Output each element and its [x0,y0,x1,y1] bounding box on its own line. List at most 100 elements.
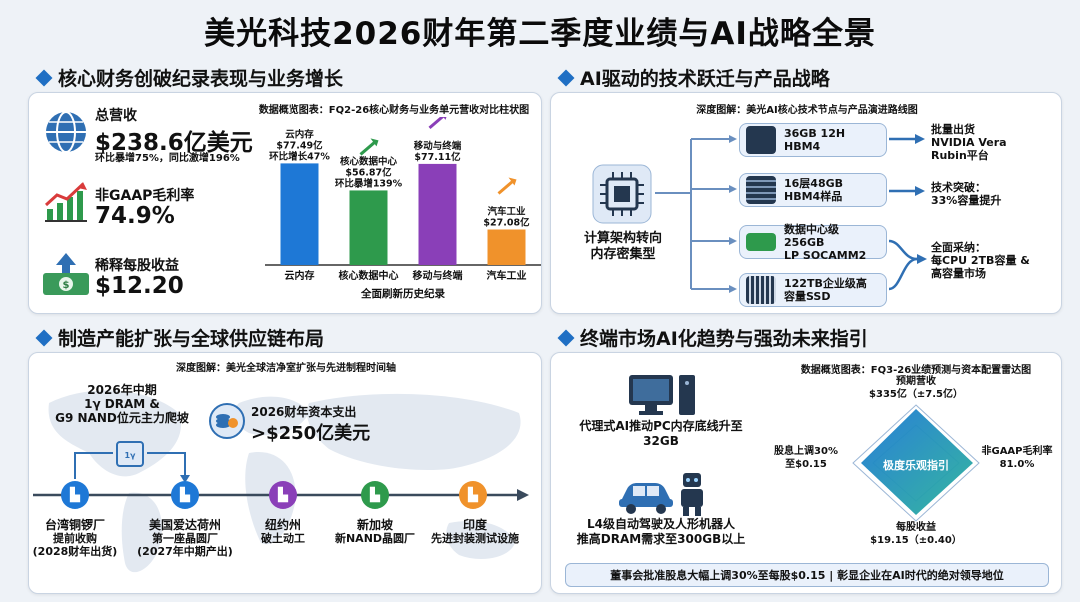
location-desc: 提前收购 (2028财年出货) [32,532,118,558]
category-label: 移动与终端 [413,269,463,282]
factory-icon: ▙ [459,481,487,509]
section-header-market: 终端市场AI化趋势与强劲未来指引 [557,324,868,351]
mid2026-milestone: 2026年中期 1γ DRAM & G9 NAND位元主力爬坡 [55,383,189,425]
location-name: 台湾铜锣厂 [44,518,105,532]
bar-data-label: $56.87亿 [345,166,392,178]
chart-caption: 数据概览图表：FQ2-26核心财务与业务单元营收对比柱状图 [258,105,530,116]
bar-data-label: 环比暴增139% [335,177,403,189]
radar-right-label: 非GAAP毛利率 81.0% [981,446,1053,470]
bar-chart: 云内存$77.49亿环比增长47%云内存核心数据中心$56.87亿环比暴增139… [265,117,541,300]
location-taiwan: 台湾铜锣厂 提前收购 (2028财年出货) [29,518,125,559]
pc-memory-trend: 代理式AI推动PC内存底线升至 32GB [579,419,743,448]
factory-icon: ▙ [269,481,297,509]
growth-arrow-icon [497,180,514,195]
node-label: 16层48GB HBM4样品 [784,177,844,203]
result-capacity-breakthrough: 技术突破： 33%容量提升 [931,181,1002,207]
location-name: 印度 [462,518,487,532]
capex-value: >$250亿美元 [251,423,371,444]
section-header-tech: AI驱动的技术跃迁与产品战略 [557,64,830,91]
page-title: 美光科技2026财年第二季度业绩与AI战略全景 [204,16,876,52]
market-panel: 代理式AI推动PC内存底线升至 32GB L4级自动驾驶及人形机器人 推高DRA… [550,352,1062,594]
bar-data-label: 环比增长47% [269,150,330,162]
section-title: 制造产能扩张与全球供应链布局 [58,328,325,350]
revenue-growth: 环比暴增75%，同比激增196% [95,153,240,164]
margin-value: 74.9% [95,203,175,229]
dividend-banner: 董事会批准股息大幅上调30%至每股$0.15 | 彰显企业在AI时代的绝对领导地… [565,563,1049,587]
category-label: 云内存 [285,269,315,282]
radar-chart [852,404,980,522]
bar-data-label: $27.08亿 [483,216,530,228]
growth-arrow-icon [443,117,447,120]
diamond-icon [35,69,53,86]
tech-panel: 深度图解：美光AI核心技术节点与产品演进路线图 计算架构转向 内存密集型 [550,92,1062,314]
bar [418,163,457,265]
margin-label: 非GAAP毛利率 [95,188,195,204]
hbm-chip-icon [746,126,776,154]
radar-caption: 数据概览图表：FQ3-26业绩预测与资本配置雷达图 [800,365,1032,376]
eps-value: $12.20 [95,273,184,299]
radar-bottom-label: 每股收益 $19.15（±0.40） [870,522,962,546]
bar-data-label: 汽车工业 [487,205,526,217]
location-desc: 新NAND晶圆厂 [334,532,416,545]
location-desc: 第一座晶圆厂 (2027年中期产出) [137,532,233,558]
money-up-icon: $ [43,253,89,295]
growth-arrow-icon [428,117,445,130]
ssd-icon [746,276,776,304]
factory-icon: ▙ [361,481,389,509]
connector-lines [655,134,927,293]
result-hbm4-shipping: 批量出货 NVIDIA Vera Rubin平台 [931,123,1007,162]
location-new-york: 纽约州 破土动工 [243,518,323,546]
location-desc: 破土动工 [261,532,305,545]
car-robot-icon [619,473,703,516]
bar [349,190,388,265]
category-label: 核心数据中心 [339,269,399,282]
node-label: 122TB企业级高 容量SSD [784,277,867,303]
revenue-label: 总营收 [95,108,137,124]
finance-panel: 总营收 $238.6亿美元 环比暴增75%，同比激增196% 非GAAP毛利率 … [28,92,542,314]
growth-arrow-icon [359,141,376,156]
tech-node-hbm4-12h: 36GB 12H HBM4 [739,123,887,157]
tech-node-socamm2: 数据中心级 256GB LP SOCAMM2 [739,222,887,262]
node-label: 数据中心级 256GB LP SOCAMM2 [784,222,867,262]
section-header-finance: 核心财务创破纪录表现与业务增长 [35,64,344,91]
svg-text:$: $ [63,280,70,291]
diamond-icon [35,329,53,346]
bar-data-label: 移动与终端 [414,140,462,152]
cpu-chip-icon [592,164,652,224]
globe-icon [46,111,86,153]
result-adoption: 全面采纳： 每CPU 2TB容量 & 高容量市场 [931,241,1030,280]
bar [280,163,319,265]
location-name: 新加坡 [356,518,393,532]
location-desc: 先进封装测试设施 [431,532,519,545]
tech-node-hbm4-16h: 16层48GB HBM4样品 [739,173,887,207]
desktop-pc-icon [629,375,695,415]
diamond-icon [557,69,575,86]
revenue-value: $238.6亿美元 [95,130,253,156]
auto-robot-trend: L4级自动驾驶及人形机器人 推高DRAM需求至300GB以上 [576,517,746,546]
stacked-memory-icon [746,176,776,204]
location-name: 纽约州 [264,518,301,532]
svg-text:1γ: 1γ [124,451,136,460]
location-name: 美国爱达荷州 [148,518,221,532]
manufacturing-panel: 深度图解：美光全球洁净室扩张与先进制程时间轴 2026年中期 1γ DRAM &… [28,352,542,594]
memory-module-icon [746,233,776,251]
dram-chip-icon: 1γ [116,441,144,467]
factory-icon: ▙ [171,481,199,509]
radar-center-label: 极度乐观指引 [883,459,949,472]
bar-data-label: $77.11亿 [414,151,461,163]
bar-data-label: 核心数据中心 [340,155,398,167]
section-header-manufacturing: 制造产能扩张与全球供应链布局 [35,324,325,351]
growth-arrow-icon [508,177,517,186]
growth-chart-icon [44,182,87,222]
capex-label: 2026财年资本支出 [251,405,357,419]
node-label: 36GB 12H HBM4 [784,127,846,153]
section-title: AI驱动的技术跃迁与产品战略 [580,68,830,90]
radar-left-label: 股息上调30% 至$0.15 [774,446,838,470]
section-title: 核心财务创破纪录表现与业务增长 [58,68,344,90]
diamond-icon [557,329,575,346]
bar [487,229,526,265]
tech-node-ssd: 122TB企业级高 容量SSD [739,273,887,307]
center-label: 计算架构转向 内存密集型 [583,231,662,262]
growth-arrow-icon [370,138,379,147]
location-idaho: 美国爱达荷州 第一座晶圆厂 (2027年中期产出) [129,518,241,559]
